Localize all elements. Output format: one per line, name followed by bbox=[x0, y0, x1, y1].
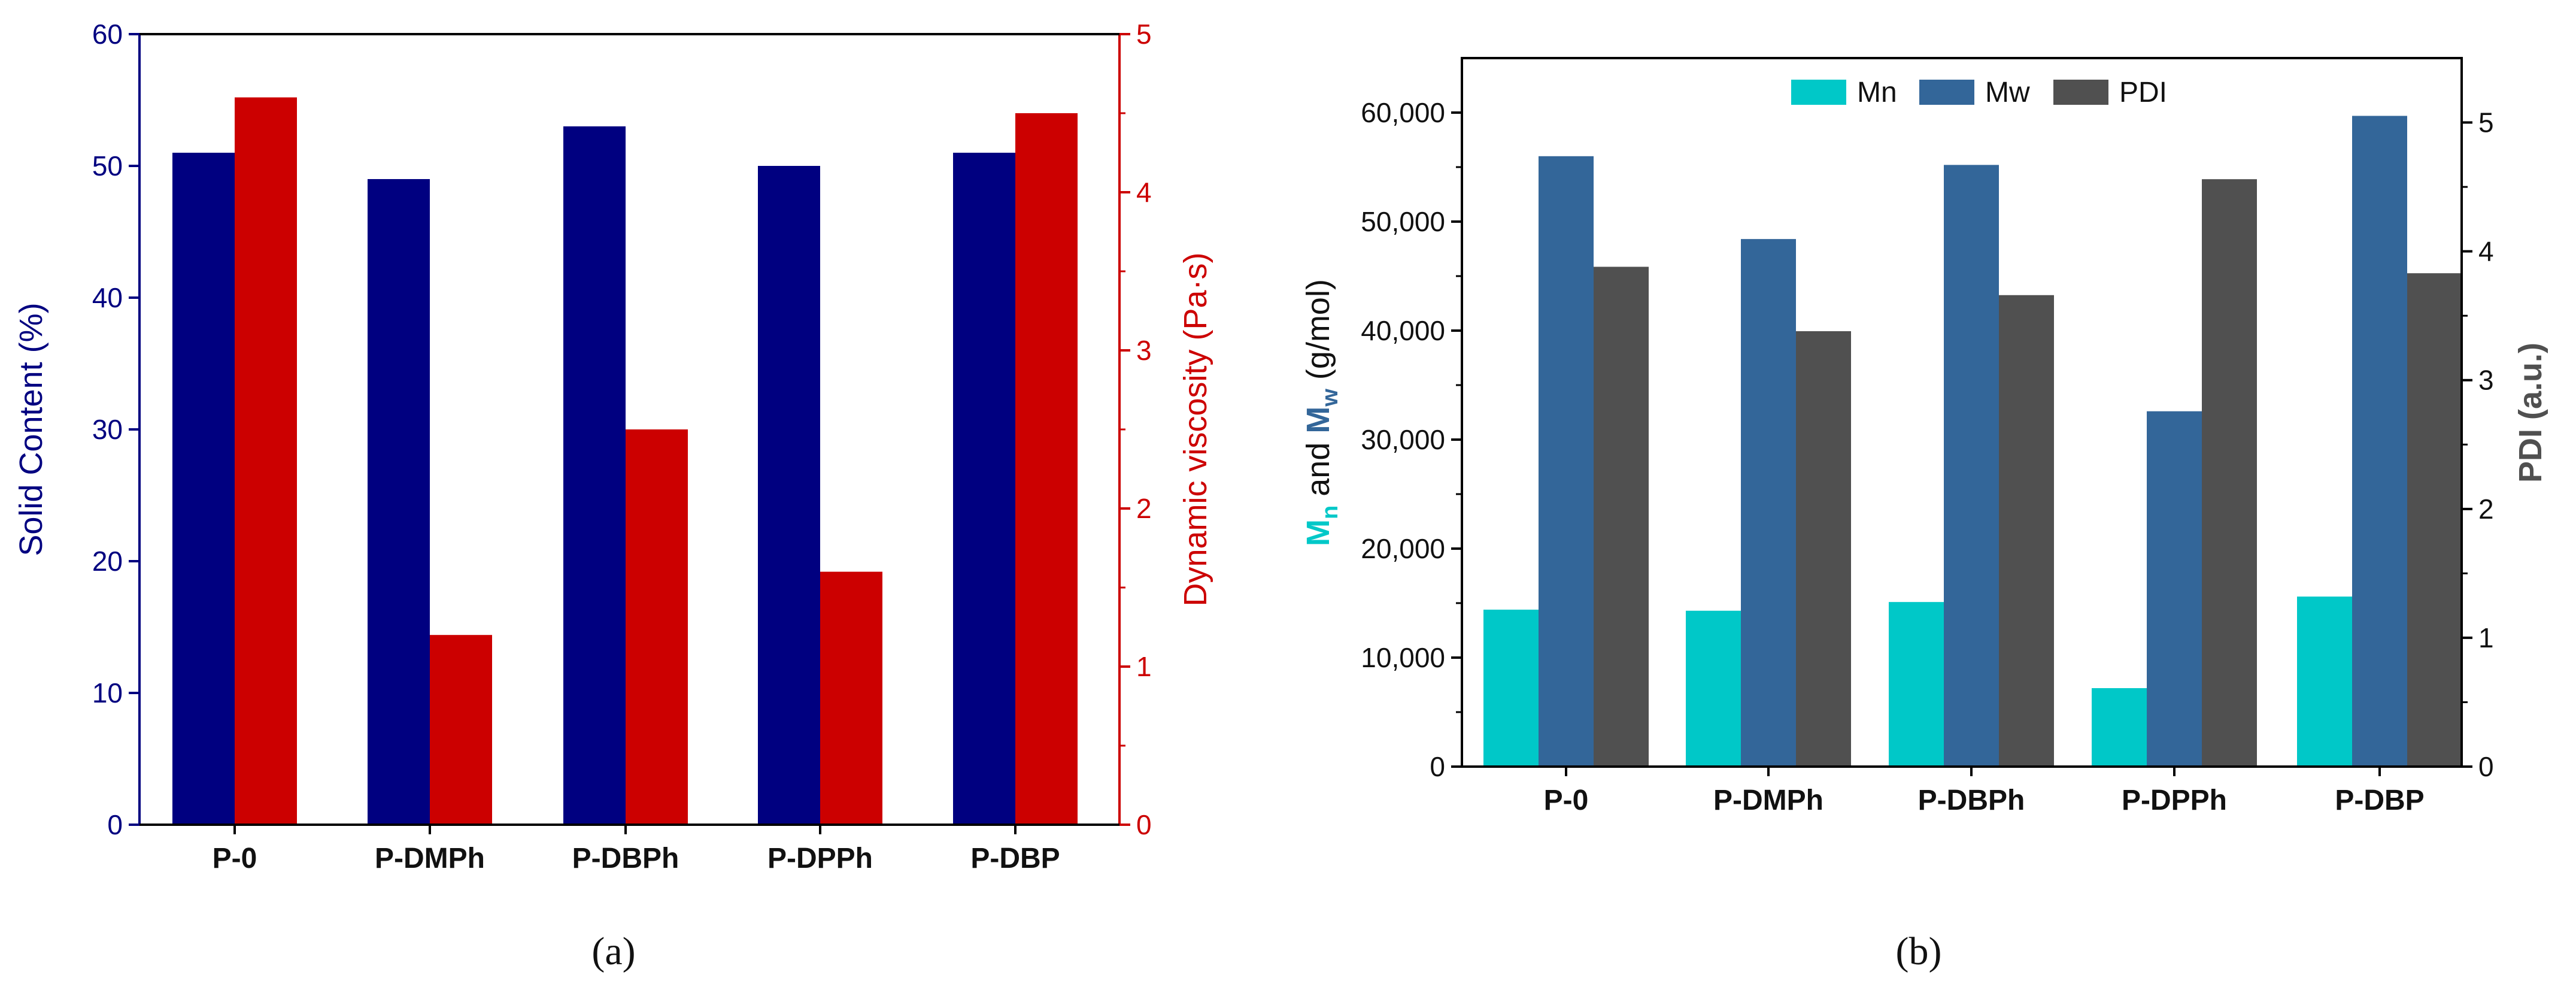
x-tick-label: P-DBP bbox=[970, 843, 1060, 874]
chart-a-x-ticks: P-0 P-DMPh P-DBPh P-DPPh P-DBP bbox=[213, 825, 1060, 874]
x-tick-label: P-DBPh bbox=[572, 843, 679, 874]
bar-pdi-p-dmph bbox=[1796, 331, 1851, 767]
bar-viscosity-p-dbp bbox=[1015, 113, 1078, 825]
y-right-tick-label: 4 bbox=[2478, 236, 2494, 267]
y-right-tick-label: 2 bbox=[1136, 493, 1152, 524]
y-tick-label: 50 bbox=[92, 150, 123, 181]
y-tick-label: 10,000 bbox=[1361, 642, 1445, 673]
chart-panel-a: 0 10 20 30 40 50 60 0 1 2 3 4 5 P-0 P-DMPh P-DBPh P-DP… bbox=[13, 19, 1213, 973]
chart-b-bars bbox=[1483, 116, 2462, 767]
bar-solid-content-p-dbp bbox=[953, 153, 1015, 825]
bar-pdi-p-dbp bbox=[2407, 273, 2462, 767]
chart-a-bars bbox=[172, 97, 1078, 825]
bar-mw-p-dmph bbox=[1741, 239, 1796, 767]
bar-mn-p-0 bbox=[1483, 609, 1539, 767]
bar-mn-p-dbp bbox=[2297, 597, 2352, 767]
y-right-tick-label: 5 bbox=[2478, 107, 2494, 138]
bar-pdi-p-dpph bbox=[2202, 179, 2257, 767]
x-tick-label: P-DBP bbox=[2335, 785, 2424, 816]
chart-b-y-title-unit: (g/mol) bbox=[1300, 279, 1336, 389]
chart-b-frame bbox=[1461, 57, 2463, 768]
chart-b-y-axis-title-right: PDI (a.u.) bbox=[2513, 343, 2548, 483]
chart-b-right-ticks: 0 1 2 3 4 5 bbox=[2462, 107, 2494, 782]
chart-b-y-title-mw: M bbox=[1300, 407, 1336, 434]
chart-b-y-title-and: and bbox=[1300, 434, 1336, 505]
x-tick-label: P-0 bbox=[213, 843, 257, 874]
bar-solid-content-p-dpph bbox=[758, 166, 820, 825]
x-tick-label: P-DBPh bbox=[1918, 785, 2025, 816]
bar-mw-p-dbph bbox=[1944, 165, 1999, 767]
chart-panel-b: 0 10,000 20,000 30,000 40,000 50,000 60,000 0 1… bbox=[1300, 57, 2548, 973]
legend-swatch-pdi bbox=[2053, 80, 2108, 105]
y-tick-label: 60 bbox=[92, 19, 123, 50]
y-right-tick-label: 1 bbox=[2478, 622, 2494, 653]
y-tick-label: 20 bbox=[92, 546, 123, 577]
chart-a-panel-label: (a) bbox=[591, 930, 635, 973]
bar-viscosity-p-dmph bbox=[430, 635, 492, 825]
y-tick-label: 60,000 bbox=[1361, 97, 1445, 128]
chart-b-y-title-mw-sub: w bbox=[1318, 389, 1343, 407]
y-tick-label: 0 bbox=[107, 809, 123, 840]
bar-mn-p-dbph bbox=[1889, 602, 1944, 767]
y-tick-label: 10 bbox=[92, 677, 123, 709]
bar-mn-p-dpph bbox=[2092, 688, 2147, 767]
chart-a-y-axis-title-right: Dynamic viscosity (Pa·s) bbox=[1178, 252, 1213, 606]
x-tick-label: P-0 bbox=[1544, 785, 1589, 816]
x-tick-label: P-DPPh bbox=[767, 843, 873, 874]
y-right-tick-label: 3 bbox=[2478, 365, 2494, 396]
bar-viscosity-p-dpph bbox=[820, 571, 882, 825]
legend-label-pdi: PDI bbox=[2119, 77, 2167, 108]
x-tick-label: P-DMPh bbox=[1713, 785, 1823, 816]
bar-mw-p-dbp bbox=[2352, 116, 2407, 767]
bar-viscosity-p-dbph bbox=[626, 429, 688, 825]
bar-pdi-p-0 bbox=[1594, 267, 1649, 767]
y-tick-label: 30 bbox=[92, 414, 123, 445]
bar-mn-p-dmph bbox=[1686, 610, 1741, 767]
bar-solid-content-p-dbph bbox=[563, 126, 626, 825]
y-right-tick-label: 1 bbox=[1136, 651, 1152, 682]
legend-swatch-mn bbox=[1791, 80, 1846, 105]
y-tick-label: 40 bbox=[92, 282, 123, 313]
bar-mw-p-0 bbox=[1539, 156, 1594, 767]
chart-b-y-title-mn: M bbox=[1300, 519, 1336, 546]
y-right-tick-label: 2 bbox=[2478, 494, 2494, 525]
chart-b-y-title-mn-sub: n bbox=[1318, 505, 1343, 519]
y-tick-label: 0 bbox=[1430, 751, 1445, 782]
y-tick-label: 40,000 bbox=[1361, 315, 1445, 346]
bar-mw-p-dpph bbox=[2147, 411, 2202, 767]
chart-a-left-ticks: 0 10 20 30 40 50 60 bbox=[92, 19, 139, 840]
y-right-tick-label: 3 bbox=[1136, 335, 1152, 366]
x-tick-label: P-DMPh bbox=[375, 843, 485, 874]
chart-b-x-ticks: P-0 P-DMPh P-DBPh P-DPPh P-DBP bbox=[1544, 767, 2425, 816]
chart-b-y-axis-title: Mn and Mw (g/mol) bbox=[1300, 279, 1343, 546]
x-tick-label: P-DPPh bbox=[2122, 785, 2227, 816]
y-tick-label: 50,000 bbox=[1361, 206, 1445, 237]
legend-label-mw: Mw bbox=[1985, 77, 2030, 108]
bar-solid-content-p-dmph bbox=[368, 179, 430, 825]
chart-b-left-ticks: 0 10,000 20,000 30,000 40,000 50,000 60,000 bbox=[1361, 97, 1462, 782]
y-right-tick-label: 0 bbox=[1136, 809, 1152, 840]
y-right-tick-label: 5 bbox=[1136, 19, 1152, 50]
y-right-tick-label: 0 bbox=[2478, 751, 2494, 782]
y-tick-label: 20,000 bbox=[1361, 533, 1445, 564]
chart-b-panel-label: (b) bbox=[1896, 930, 1942, 973]
bar-pdi-p-dbph bbox=[1999, 295, 2054, 767]
chart-a-right-ticks: 0 1 2 3 4 5 bbox=[1119, 19, 1152, 840]
bar-solid-content-p-0 bbox=[172, 153, 235, 825]
chart-a-y-axis-title: Solid Content (%) bbox=[13, 302, 49, 556]
bar-viscosity-p-0 bbox=[235, 97, 297, 825]
chart-b-legend: Mn Mw PDI bbox=[1791, 77, 2167, 108]
legend-label-mn: Mn bbox=[1857, 77, 1897, 108]
y-right-tick-label: 4 bbox=[1136, 177, 1152, 208]
y-tick-label: 30,000 bbox=[1361, 424, 1445, 455]
legend-swatch-mw bbox=[1919, 80, 1974, 105]
